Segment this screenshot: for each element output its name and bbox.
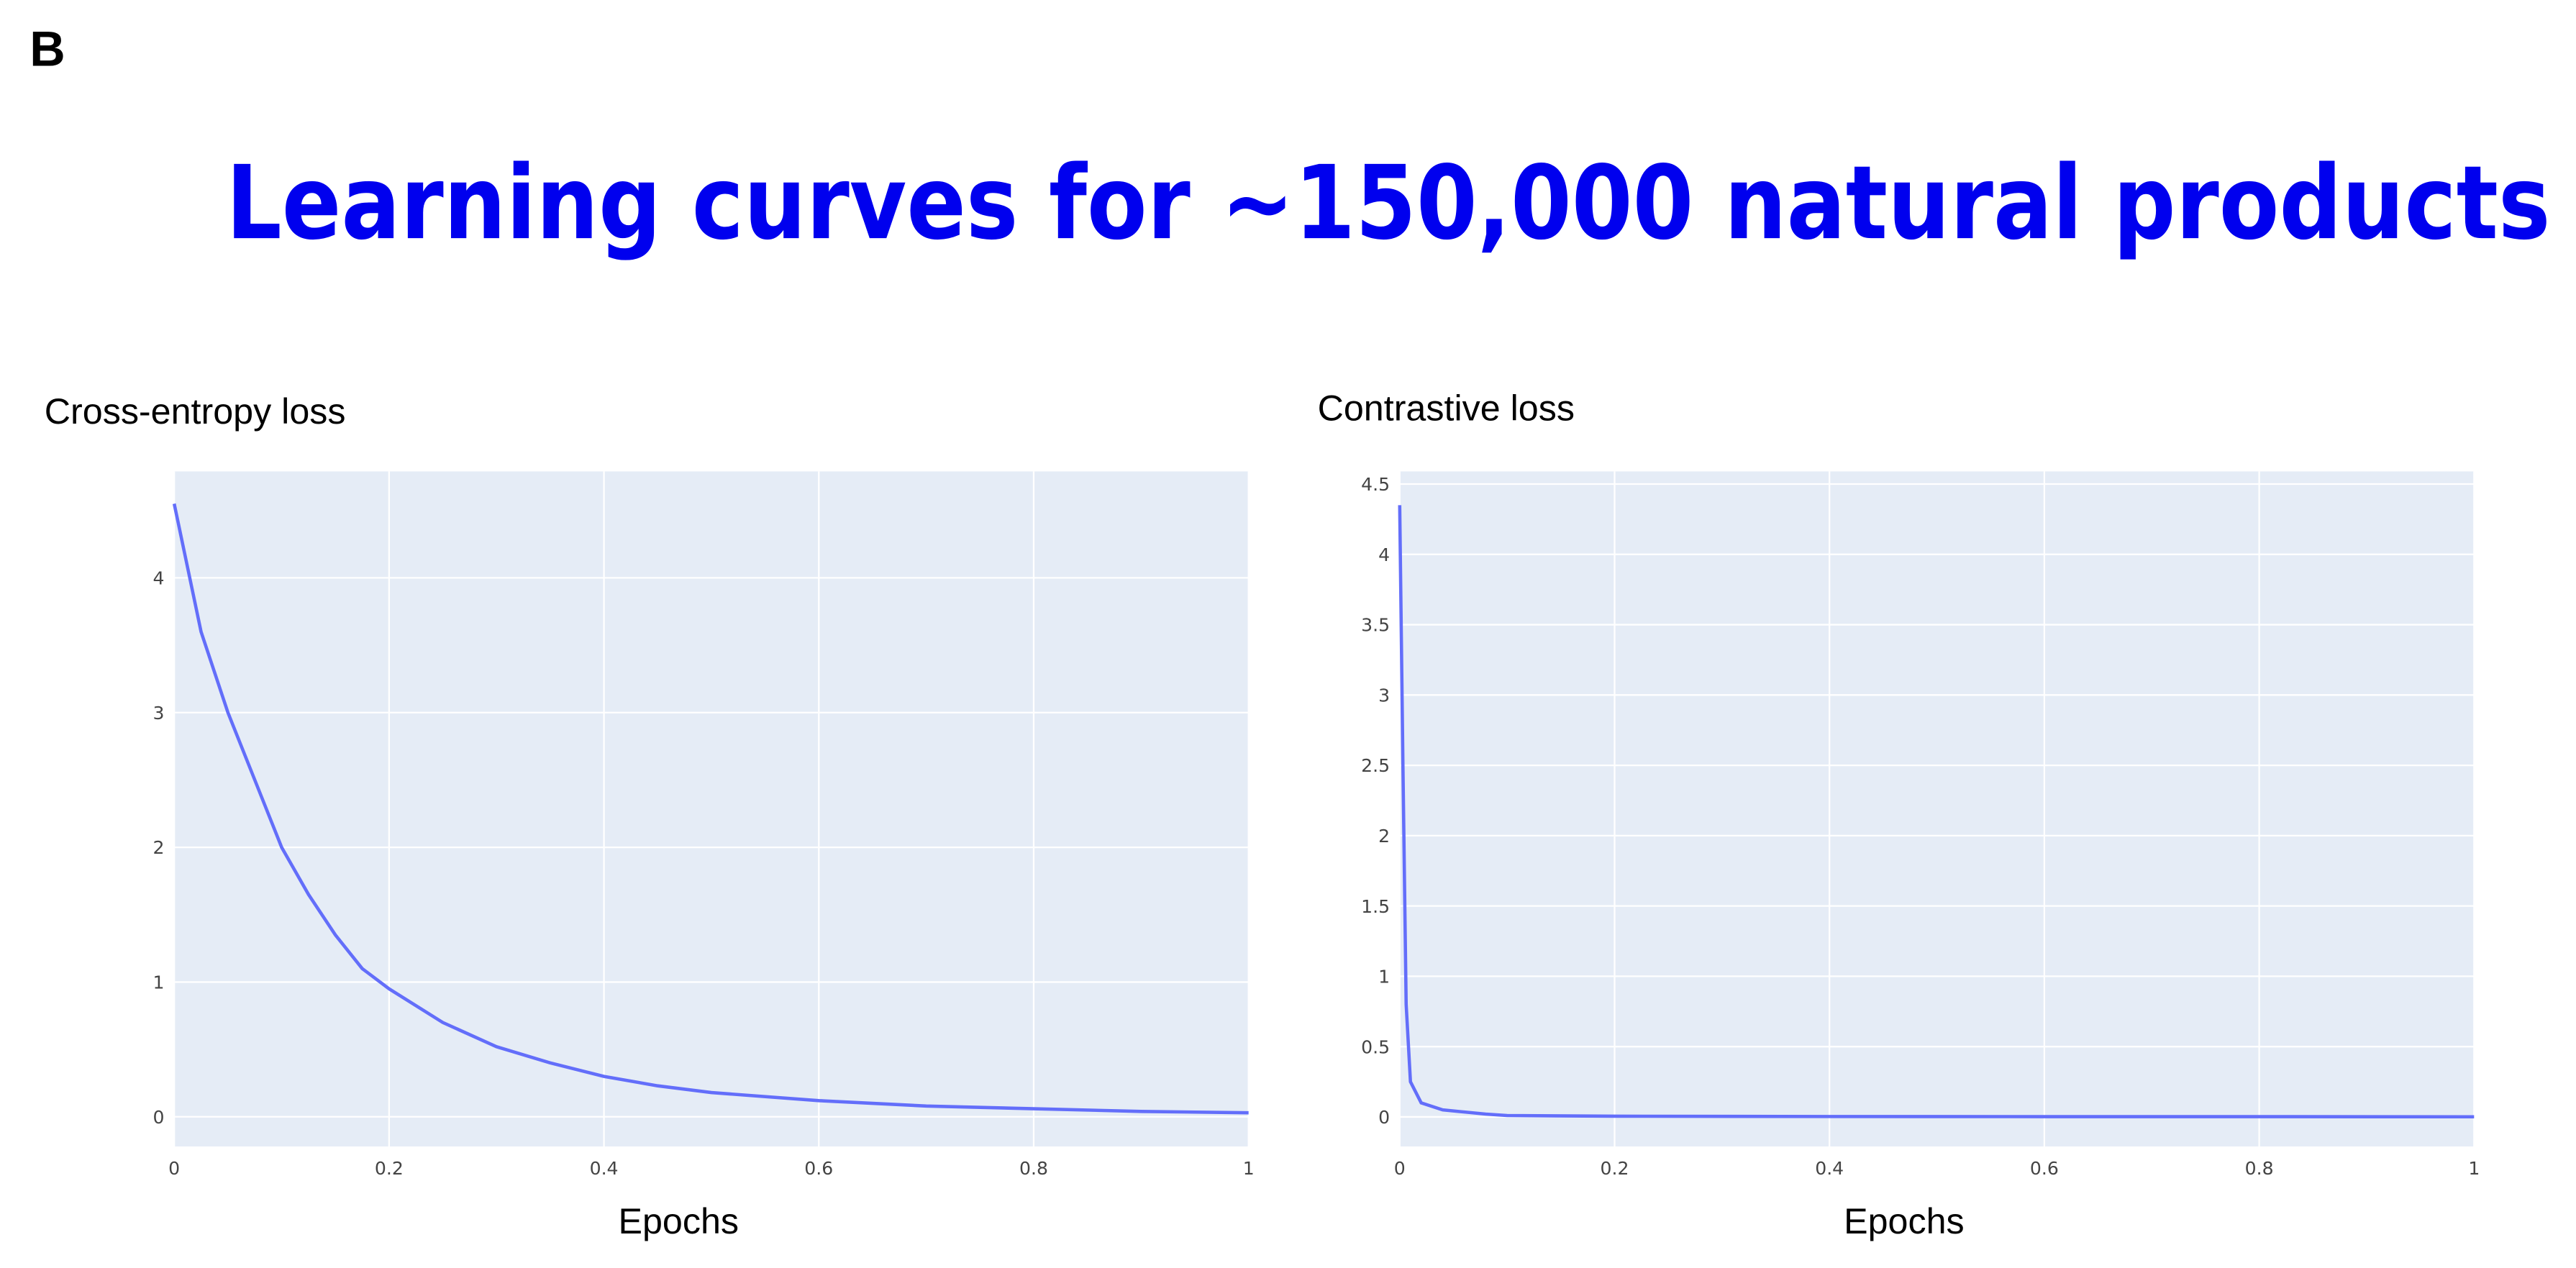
- y-tick-label: 4.5: [1361, 474, 1390, 495]
- page-title: Learning curves for ~150,000 natural pro…: [226, 145, 2550, 263]
- plot-background: [1399, 471, 2475, 1147]
- x-tick-label: 1: [2468, 1158, 2480, 1179]
- loss-line: [172, 503, 1249, 1115]
- x-tick-label: 0.6: [804, 1158, 833, 1179]
- y-tick-label: 4: [153, 568, 164, 589]
- plot-background: [174, 471, 1249, 1147]
- x-tick-label: 0.8: [1019, 1158, 1048, 1179]
- panel-label: B: [29, 21, 65, 76]
- x-axis-label: Epochs: [618, 1201, 739, 1241]
- y-tick-label: 2: [153, 837, 164, 858]
- x-tick-label: 0.2: [1601, 1158, 1629, 1179]
- x-tick-label: 0.8: [2245, 1158, 2274, 1179]
- x-tick-label: 0: [168, 1158, 180, 1179]
- y-tick-label: 0: [1378, 1107, 1390, 1128]
- y-tick-label: 0.5: [1361, 1036, 1390, 1057]
- x-axis-label: Epochs: [1844, 1201, 1965, 1241]
- y-tick-label: 1: [153, 972, 164, 993]
- x-tick-label: 0.2: [375, 1158, 404, 1179]
- y-tick-label: 1: [1378, 967, 1390, 988]
- x-tick-label: 0.4: [1815, 1158, 1844, 1179]
- y-tick-label: 2: [1378, 826, 1390, 847]
- y-tick-label: 2.5: [1361, 755, 1390, 776]
- x-tick-label: 0: [1394, 1158, 1406, 1179]
- y-tick-label: 3.5: [1361, 615, 1390, 636]
- chart-title: Cross-entropy loss: [45, 391, 346, 432]
- x-tick-label: 1: [1243, 1158, 1255, 1179]
- y-tick-label: 0: [153, 1107, 164, 1128]
- y-tick-label: 4: [1378, 544, 1390, 565]
- x-tick-label: 0.6: [2030, 1158, 2059, 1179]
- x-tick-label: 0.4: [590, 1158, 619, 1179]
- y-tick-label: 1.5: [1361, 896, 1390, 917]
- loss-line: [1398, 505, 2475, 1119]
- chart-title: Contrastive loss: [1318, 388, 1575, 429]
- y-tick-label: 3: [153, 703, 164, 724]
- y-tick-label: 3: [1378, 685, 1390, 706]
